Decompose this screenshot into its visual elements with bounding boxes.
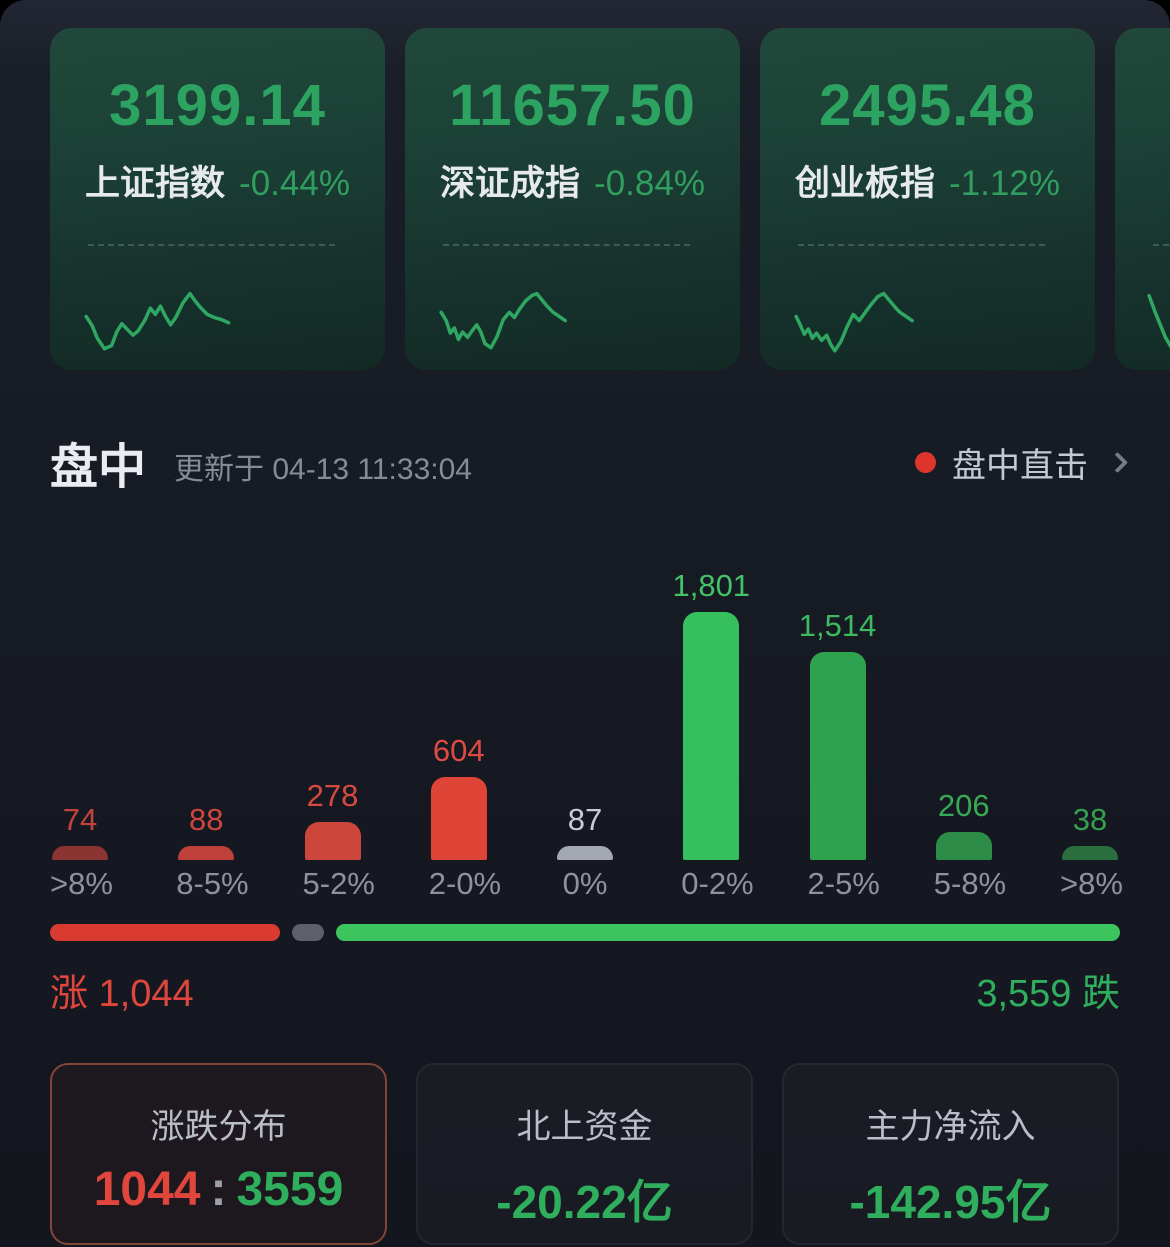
- sparkline-area: [433, 240, 718, 356]
- axis-category-label: 8-5%: [176, 866, 249, 901]
- section-header: 盘中 更新于 04-13 11:33:04 盘中直击: [50, 432, 1129, 494]
- dist-bar: [178, 846, 235, 860]
- dist-bar-column: 87: [555, 802, 615, 860]
- index-change: -0.84%: [594, 164, 705, 203]
- card-title: 北上资金: [516, 1108, 653, 1146]
- dist-bar: [935, 832, 992, 860]
- sparkline-area: [788, 240, 1073, 356]
- decliners-count: 3,559 跌: [976, 973, 1120, 1015]
- dist-bar: [1062, 846, 1118, 860]
- tab-main-net-inflow-card[interactable]: 主力净流入 -142.95亿: [782, 1063, 1119, 1245]
- updated-timestamp: 更新于 04-13 11:33:04: [174, 453, 472, 486]
- index-change: -1.12%: [949, 164, 1060, 203]
- dist-bar: [683, 612, 740, 860]
- card-value: -20.22亿: [496, 1176, 673, 1228]
- axis-category-label: 2-0%: [428, 866, 502, 901]
- bar-value-label: 74: [62, 802, 98, 837]
- index-card-chinext[interactable]: 2495.48 创业板指 -1.12%: [760, 28, 1095, 370]
- index-value: 2495.48: [819, 73, 1036, 138]
- bar-value-label: 278: [306, 778, 359, 813]
- dist-bar: [52, 846, 108, 860]
- sparkline-baseline: [443, 244, 690, 246]
- axis-category-label: >8%: [50, 866, 113, 901]
- ratio-segment-up: [50, 924, 280, 941]
- sparkline-baseline: [1153, 244, 1170, 246]
- distribution-category-axis: >8% 8-5% 5-2% 2-0% 0% 0-2% 2-5% 5-8% >8%: [50, 866, 1123, 902]
- dist-bar: [809, 652, 866, 860]
- sparkline-chart: [433, 252, 718, 356]
- sparkline-chart: [1143, 252, 1170, 356]
- index-name: 深证成指: [440, 164, 581, 203]
- bar-value-label: 206: [937, 788, 990, 823]
- axis-category-label: 0%: [562, 866, 608, 901]
- index-card-row: 3199.14 上证指数 -0.44% 11657.50 深证成指 -0.84%…: [50, 28, 1170, 370]
- ratio-segment-down: [335, 924, 1120, 941]
- dist-bar-column: 206: [934, 788, 994, 860]
- ratio-separator: :: [210, 1163, 227, 1216]
- dist-bar-column: 1,801: [672, 568, 750, 860]
- bar-value-label: 604: [432, 733, 485, 768]
- advance-decline-ratio-bar: [50, 924, 1120, 941]
- up-count: 1044: [93, 1163, 201, 1216]
- axis-category-label: 2-5%: [807, 866, 880, 901]
- bar-value-label: 1,801: [672, 568, 751, 603]
- dist-bar: [304, 822, 361, 860]
- index-value: 11657.50: [449, 73, 696, 138]
- distribution-bar-chart: 74 88 278 604 87 1,801 1,514 206 38: [50, 565, 1120, 860]
- advance-decline-summary: 涨 1,044 3,559 跌: [50, 962, 1120, 1017]
- ratio-segment-flat: [291, 924, 324, 941]
- axis-category-label: 5-8%: [933, 866, 1007, 901]
- axis-category-label: >8%: [1060, 866, 1123, 901]
- sparkline-area: [1143, 240, 1170, 356]
- dist-bar-column: 604: [429, 733, 489, 860]
- bar-value-label: 87: [567, 802, 603, 837]
- tab-northbound-funds-card[interactable]: 北上资金 -20.22亿: [416, 1063, 753, 1245]
- bottom-card-row: 涨跌分布 1044 : 3559 北上资金 -20.22亿 主力净流入 -142…: [50, 1063, 1120, 1245]
- sparkline-baseline: [88, 244, 335, 246]
- index-card-shenzhen[interactable]: 11657.50 深证成指 -0.84%: [405, 28, 740, 370]
- axis-category-label: 0-2%: [681, 866, 754, 901]
- section-title: 盘中: [50, 441, 147, 494]
- axis-category-label: 5-2%: [302, 866, 375, 901]
- dist-bar-column: 38: [1060, 802, 1120, 860]
- index-change: -0.44%: [239, 164, 350, 203]
- index-label-row: 深证成指 -0.84%: [440, 155, 705, 206]
- dist-bar-column: 88: [176, 802, 236, 860]
- dist-bar-column: 1,514: [799, 608, 876, 860]
- index-name: 上证指数: [85, 164, 226, 203]
- live-report-label: 盘中直击: [952, 446, 1088, 485]
- bar-value-label: 88: [189, 802, 224, 837]
- dist-bar-column: 74: [50, 802, 110, 860]
- down-count: 3559: [236, 1163, 344, 1216]
- live-dot-icon: [915, 451, 936, 473]
- card-ratio-value: 1044 : 3559: [94, 1162, 344, 1217]
- index-card-partial[interactable]: [1115, 28, 1170, 370]
- sparkline-area: [78, 240, 363, 356]
- live-report-link[interactable]: 盘中直击: [915, 438, 1129, 487]
- sparkline-chart: [78, 252, 363, 356]
- dist-bar: [557, 846, 613, 860]
- sparkline-baseline: [798, 244, 1045, 246]
- tab-distribution-card[interactable]: 涨跌分布 1044 : 3559: [50, 1063, 387, 1245]
- bar-value-label: 38: [1072, 802, 1108, 837]
- card-title: 主力净流入: [865, 1108, 1036, 1146]
- index-label-row: 创业板指 -1.12%: [795, 155, 1060, 206]
- index-name: 创业板指: [795, 164, 936, 203]
- advancers-count: 涨 1,044: [50, 973, 194, 1015]
- card-title: 涨跌分布: [150, 1108, 287, 1146]
- index-label-row: 上证指数 -0.44%: [85, 155, 350, 206]
- dist-bar-column: 278: [303, 778, 363, 860]
- chevron-right-icon: [1106, 451, 1129, 473]
- index-value: 3199.14: [109, 73, 326, 138]
- sparkline-chart: [788, 252, 1073, 356]
- index-card-shanghai[interactable]: 3199.14 上证指数 -0.44%: [50, 28, 385, 370]
- card-value: -142.95亿: [849, 1176, 1052, 1228]
- dist-bar: [430, 777, 487, 860]
- bar-value-label: 1,514: [798, 608, 877, 643]
